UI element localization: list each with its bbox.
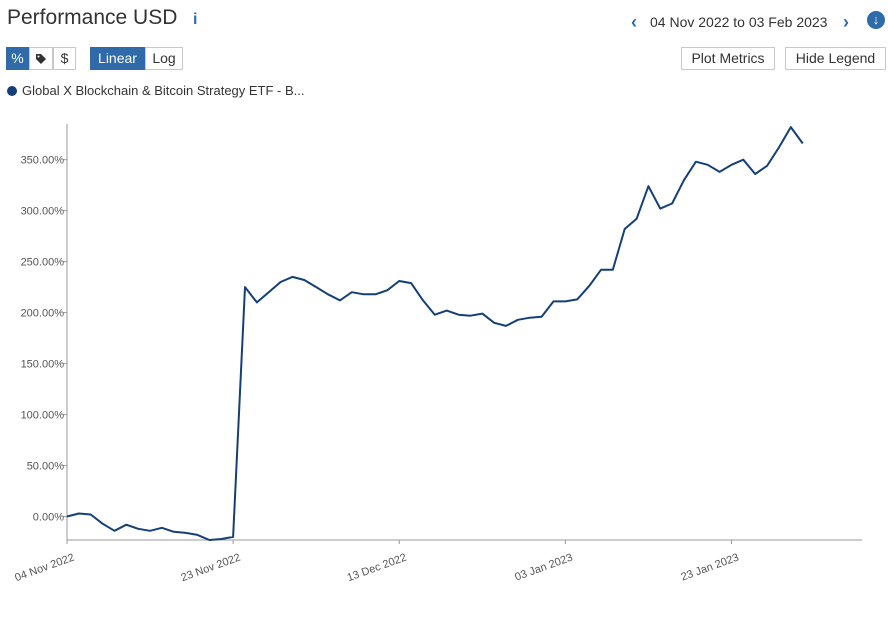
chevron-right-icon[interactable]: › (843, 12, 849, 32)
price-tag-button[interactable] (29, 47, 53, 70)
linear-scale-button[interactable]: Linear (90, 47, 145, 70)
currency-button[interactable]: $ (53, 47, 76, 70)
tag-icon (36, 54, 46, 64)
info-icon[interactable]: i (193, 11, 198, 28)
series-line (66, 126, 804, 541)
x-tick-label: 13 Dec 2022 (346, 552, 409, 585)
legend-label: Global X Blockchain & Bitcoin Strategy E… (22, 83, 305, 98)
x-tick-label: 23 Nov 2022 (179, 552, 242, 585)
legend-item[interactable]: Global X Blockchain & Bitcoin Strategy E… (7, 83, 305, 98)
chevron-left-icon[interactable]: ‹ (631, 12, 637, 32)
y-tick-label: 200.00% (21, 308, 65, 320)
y-tick-label: 300.00% (21, 206, 65, 218)
date-navigator: ‹ 04 Nov 2022 to 03 Feb 2023 › ↓ (598, 11, 888, 33)
log-scale-button[interactable]: Log (145, 47, 183, 70)
page-title: Performance USD (7, 6, 178, 29)
y-tick-label: 350.00% (21, 155, 65, 167)
y-tick-label: 50.00% (27, 461, 65, 473)
percent-button[interactable]: % (6, 47, 29, 70)
x-tick-label: 23 Jan 2023 (679, 552, 740, 584)
download-icon[interactable]: ↓ (867, 11, 885, 29)
hide-legend-button[interactable]: Hide Legend (785, 47, 886, 70)
date-range-label: 04 Nov 2022 to 03 Feb 2023 (650, 14, 828, 30)
x-tick-label: 04 Nov 2022 (13, 552, 76, 585)
legend-marker (7, 86, 17, 96)
y-tick-label: 0.00% (33, 512, 64, 524)
y-tick-label: 150.00% (21, 359, 65, 371)
y-tick-label: 250.00% (21, 257, 65, 269)
plot-metrics-button[interactable]: Plot Metrics (681, 47, 775, 70)
x-tick-label: 03 Jan 2023 (513, 552, 574, 584)
y-tick-label: 100.00% (21, 410, 65, 422)
